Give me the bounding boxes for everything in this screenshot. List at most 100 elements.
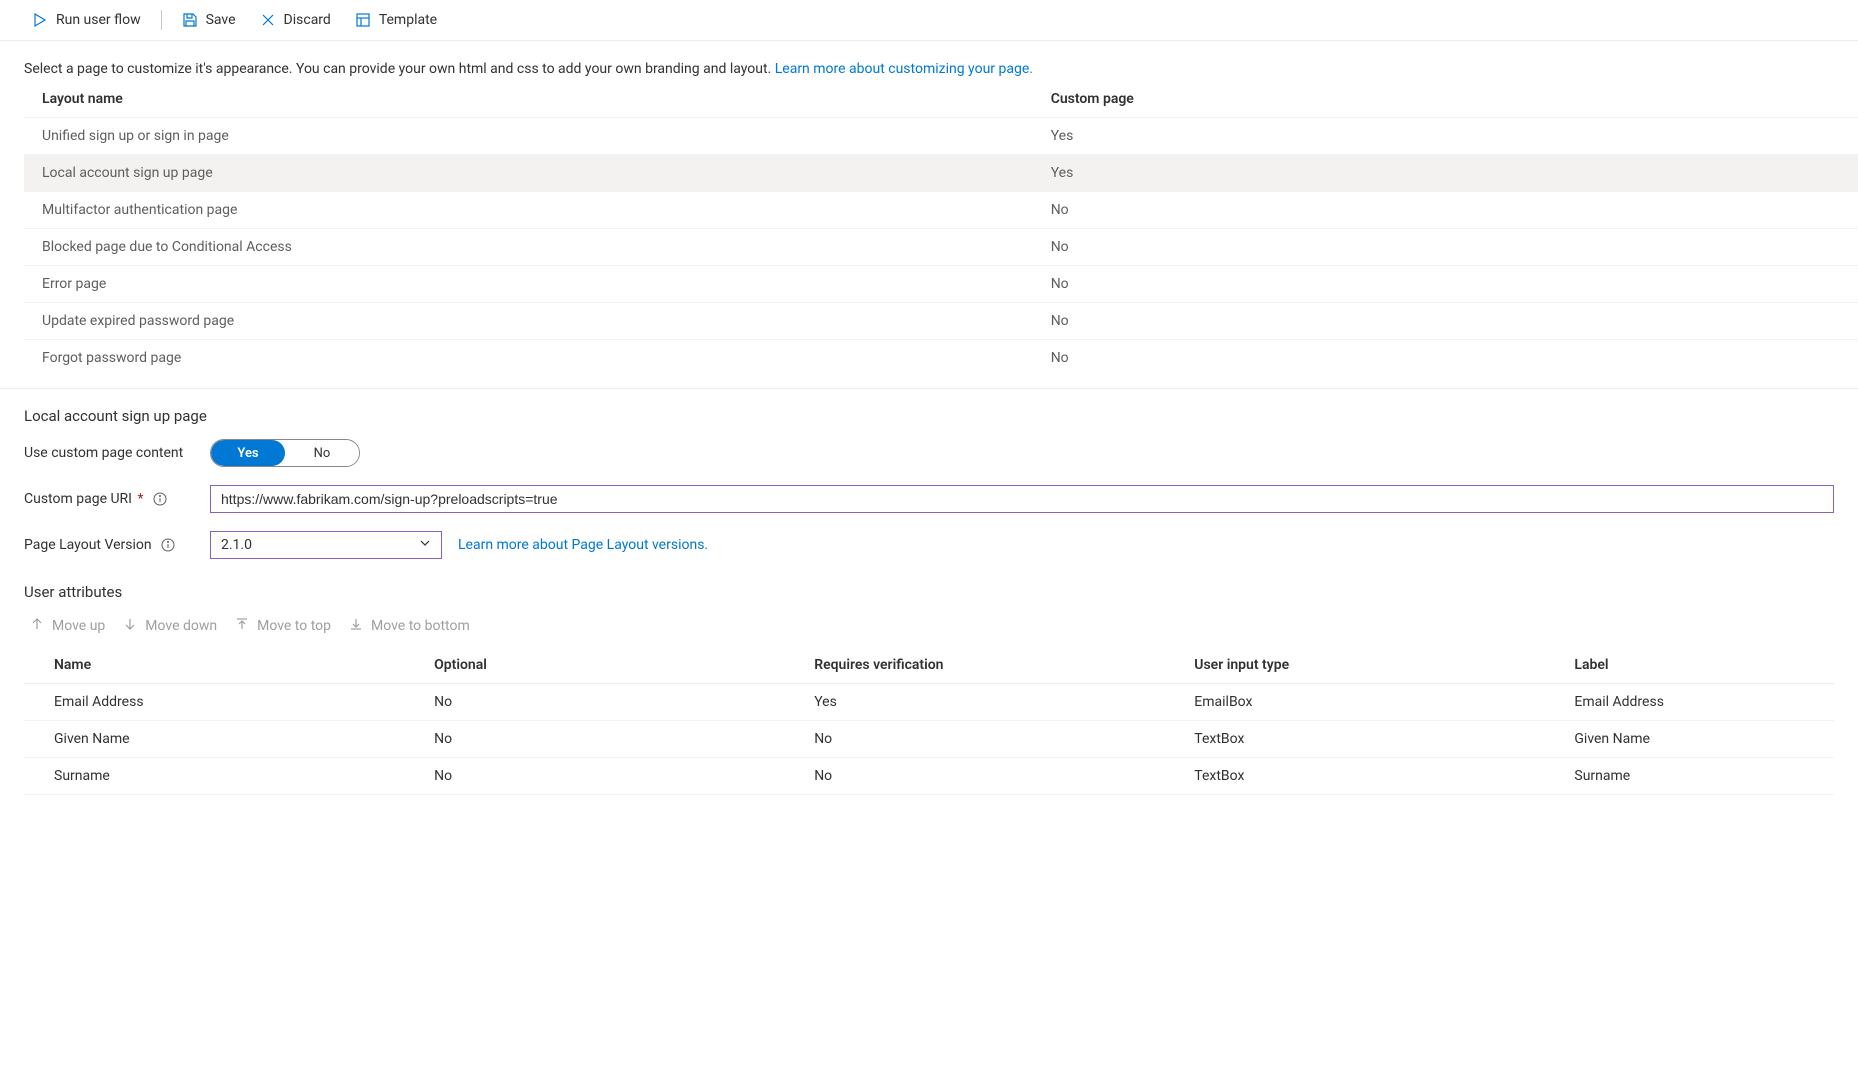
run-user-flow-button[interactable]: Run user flow [24,8,149,32]
save-label: Save [206,12,236,28]
attribute-cell-optional: No [404,721,784,758]
save-icon [182,12,198,28]
move-down-button[interactable]: Move down [123,617,217,635]
discard-button[interactable]: Discard [252,8,339,32]
version-label: Page Layout Version [24,537,210,553]
use-custom-label: Use custom page content [24,445,210,461]
version-row: Page Layout Version 2.1.0 Learn more abo… [24,531,1834,559]
close-icon [260,12,276,28]
template-label: Template [379,12,437,28]
command-bar: Run user flow Save Discard Template [0,0,1858,41]
custom-uri-row: Custom page URI * [24,485,1834,513]
attribute-cell-requires: Yes [784,684,1164,721]
attribute-row[interactable]: SurnameNoNoTextBoxSurname [24,758,1834,795]
move-down-label: Move down [145,618,217,634]
learn-more-link[interactable]: Learn more about customizing your page. [775,61,1033,77]
custom-uri-label: Custom page URI * [24,491,210,507]
move-bottom-label: Move to bottom [371,618,470,634]
attribute-cell-name: Given Name [24,721,404,758]
attr-col-optional: Optional [404,647,784,684]
layout-row[interactable]: Blocked page due to Conditional AccessNo [24,229,1858,266]
layout-row-name: Multifactor authentication page [24,192,1033,229]
layout-row[interactable]: Multifactor authentication pageNo [24,192,1858,229]
layout-row[interactable]: Unified sign up or sign in pageYes [24,118,1858,155]
attr-col-label: Label [1544,647,1834,684]
intro-text: Select a page to customize it's appearan… [0,41,1858,81]
required-asterisk: * [134,491,144,507]
layout-row[interactable]: Error pageNo [24,266,1858,303]
layout-row-custom: No [1033,192,1858,229]
layout-row-name: Unified sign up or sign in page [24,118,1033,155]
template-button[interactable]: Template [347,8,445,32]
save-button[interactable]: Save [174,8,244,32]
info-icon[interactable] [161,538,175,552]
play-icon [32,12,48,28]
arrow-up-icon [30,617,44,635]
layout-row[interactable]: Local account sign up pageYes [24,155,1858,192]
attribute-cell-optional: No [404,758,784,795]
attribute-row[interactable]: Given NameNoNoTextBoxGiven Name [24,721,1834,758]
attribute-cell-type: TextBox [1164,758,1544,795]
custom-uri-input[interactable] [210,485,1834,513]
attribute-cell-label: Given Name [1544,721,1834,758]
attribute-cell-requires: No [784,758,1164,795]
move-top-label: Move to top [257,618,331,634]
toggle-no[interactable]: No [285,440,359,466]
use-custom-row: Use custom page content Yes No [24,439,1834,467]
layout-row-name: Update expired password page [24,303,1033,340]
attr-col-type: User input type [1164,647,1544,684]
arrow-top-icon [235,617,249,635]
attribute-cell-type: TextBox [1164,721,1544,758]
discard-label: Discard [284,12,331,28]
layout-row[interactable]: Update expired password pageNo [24,303,1858,340]
intro-text-body: Select a page to customize it's appearan… [24,61,775,77]
version-learn-more-link[interactable]: Learn more about Page Layout versions. [458,537,708,553]
attributes-table: Name Optional Requires verification User… [24,647,1834,795]
attribute-cell-type: EmailBox [1164,684,1544,721]
attribute-row[interactable]: Email AddressNoYesEmailBoxEmail Address [24,684,1834,721]
layout-row-custom: No [1033,266,1858,303]
layout-row-name: Local account sign up page [24,155,1033,192]
version-label-text: Page Layout Version [24,537,152,553]
layout-row-custom: Yes [1033,118,1858,155]
layout-row-custom: No [1033,340,1858,377]
detail-title: Local account sign up page [24,407,1834,425]
layout-row-name: Blocked page due to Conditional Access [24,229,1033,266]
layout-row-name: Error page [24,266,1033,303]
layout-row[interactable]: Forgot password pageNo [24,340,1858,377]
layout-row-custom: No [1033,303,1858,340]
layout-col-custom: Custom page [1033,81,1858,118]
attr-col-name: Name [24,647,404,684]
info-icon[interactable] [153,492,167,506]
arrow-down-icon [123,617,137,635]
move-bottom-button[interactable]: Move to bottom [349,617,470,635]
layout-row-custom: Yes [1033,155,1858,192]
toggle-yes[interactable]: Yes [211,440,285,466]
version-select[interactable]: 2.1.0 [210,531,442,559]
chevron-down-icon [419,537,431,553]
move-up-button[interactable]: Move up [30,617,105,635]
template-icon [355,12,371,28]
user-attributes-title: User attributes [0,577,1858,613]
page-detail-section: Local account sign up page Use custom pa… [0,388,1858,559]
version-value: 2.1.0 [221,537,252,553]
attribute-cell-label: Surname [1544,758,1834,795]
layout-col-name: Layout name [24,81,1033,118]
run-user-flow-label: Run user flow [56,12,141,28]
attr-col-requires: Requires verification [784,647,1164,684]
use-custom-toggle[interactable]: Yes No [210,439,360,467]
layout-row-custom: No [1033,229,1858,266]
attribute-cell-optional: No [404,684,784,721]
move-top-button[interactable]: Move to top [235,617,331,635]
attribute-cell-name: Email Address [24,684,404,721]
attribute-cell-name: Surname [24,758,404,795]
attribute-cell-requires: No [784,721,1164,758]
toolbar-separator [161,10,162,30]
layout-table: Layout name Custom page Unified sign up … [24,81,1858,376]
custom-uri-label-text: Custom page URI [24,491,132,507]
attributes-toolbar: Move up Move down Move to top Move to bo… [0,613,1858,647]
attribute-cell-label: Email Address [1544,684,1834,721]
arrow-bottom-icon [349,617,363,635]
move-up-label: Move up [52,618,105,634]
layout-row-name: Forgot password page [24,340,1033,377]
